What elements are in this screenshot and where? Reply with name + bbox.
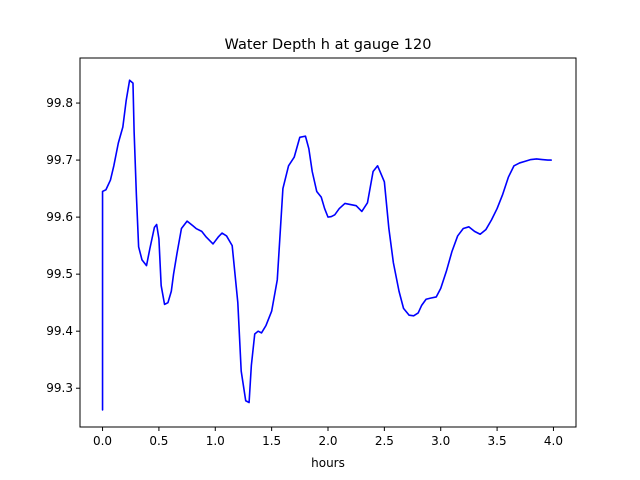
x-tick-label: 4.0: [544, 434, 563, 448]
chart-title: Water Depth h at gauge 120: [225, 37, 432, 53]
y-tick-label: 99.5: [46, 267, 73, 281]
x-tick-label: 0.0: [93, 434, 112, 448]
x-tick-label: 3.5: [488, 434, 507, 448]
series-layer: [101, 79, 553, 411]
y-tick-label: 99.8: [46, 96, 73, 110]
y-tick-label: 99.3: [46, 381, 73, 395]
x-tick-label: 3.0: [431, 434, 450, 448]
x-tick-label: 2.0: [318, 434, 337, 448]
y-tick-label: 99.7: [46, 153, 73, 167]
y-tick-label: 99.6: [46, 210, 73, 224]
y-tick-label: 99.4: [46, 324, 73, 338]
x-axis-label: hours: [311, 456, 345, 470]
x-tick-label: 2.5: [375, 434, 394, 448]
x-tick-label: 1.5: [262, 434, 281, 448]
axes-layer: 0.0 0.5 1.0 1.5 2.0 2.5 3.0 3.5 4.0 99.3 99.4 99.5 9…: [46, 57, 577, 448]
series-line-0: [101, 79, 553, 411]
x-tick-label: 1.0: [206, 434, 225, 448]
x-tick-label: 0.5: [149, 434, 168, 448]
